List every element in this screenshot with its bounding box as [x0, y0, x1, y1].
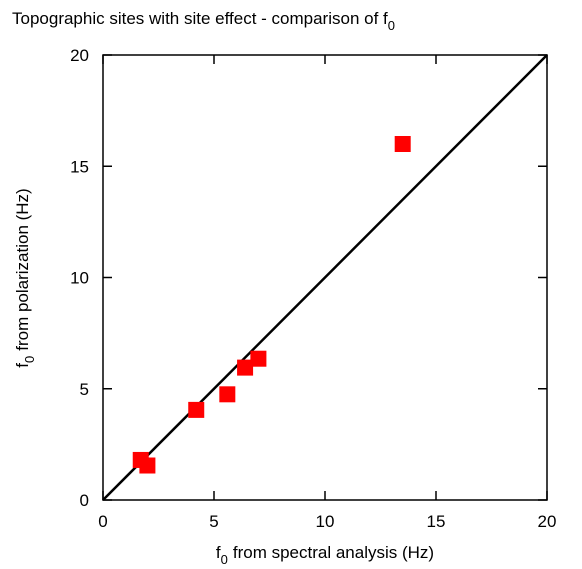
y-tick-label: 10	[70, 269, 89, 288]
y-axis-label: f0 from polarization (Hz)	[13, 188, 37, 367]
plot-frame	[102, 54, 548, 501]
x-label-subscript: 0	[221, 552, 228, 567]
point	[219, 386, 236, 403]
x-tick-label: 5	[209, 512, 218, 531]
y-tick-label: 0	[80, 491, 89, 510]
y-label-text: f	[13, 363, 32, 368]
title-text: Topographic sites with site effect - com…	[12, 9, 388, 28]
point	[139, 457, 156, 474]
y-tick-label: 20	[70, 46, 89, 65]
y-tick-label: 5	[80, 380, 89, 399]
chart-title: Topographic sites with site effect - com…	[12, 9, 395, 33]
y-tick-label: 15	[70, 157, 89, 176]
x-tick-label: 20	[538, 512, 557, 531]
point	[394, 136, 411, 152]
x-tick-label: 10	[316, 512, 335, 531]
x-label-text: from spectral analysis (Hz)	[233, 543, 434, 562]
point	[237, 359, 254, 376]
x-axis-label: f0 from spectral analysis (Hz)	[216, 543, 434, 567]
point	[250, 350, 267, 367]
point	[188, 401, 205, 418]
x-label-text: f	[216, 543, 221, 562]
x-tick-label: 15	[427, 512, 446, 531]
one-to-one-line	[102, 54, 548, 501]
y-label-text: from polarization (Hz)	[13, 188, 32, 351]
y-label-subscript: 0	[22, 356, 37, 363]
x-tick-label: 0	[98, 512, 107, 531]
title-subscript: 0	[388, 18, 395, 33]
